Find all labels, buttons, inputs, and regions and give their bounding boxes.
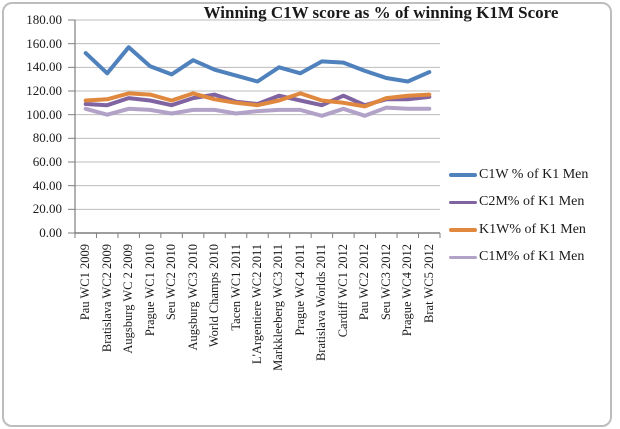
x-axis-label: Pau WC1 2009 — [78, 244, 93, 321]
y-axis-label: 80.00 — [32, 130, 62, 146]
x-axis-label: L'Argentiere WC2 2011 — [250, 244, 264, 365]
legend-swatch-c1w — [449, 173, 477, 177]
series-line-c1w — [83, 45, 432, 84]
series-line-c1m — [83, 105, 432, 118]
x-axis-label: Bratislava Worlds 2011 — [314, 244, 329, 362]
legend-item-k1w: K1W% of K1 Men — [449, 216, 588, 244]
x-axis-label: Pau WC2 2012 — [357, 244, 372, 321]
legend-item-c2m: C2M% of K1 Men — [449, 189, 588, 217]
x-axis-label: Prague WC4 2011 — [292, 244, 307, 336]
chart-title: Winning C1W score as % of winning K1M Sc… — [203, 3, 559, 22]
x-axis-label: Augsburg WC 2 2009 — [121, 244, 136, 354]
legend: C1W % of K1 Men C2M% of K1 Men K1W% of K1 … — [449, 161, 588, 271]
x-axis-label: Tacen WC1 2011 — [228, 244, 243, 331]
x-axis-label: Markkleeberg WC3 2011 — [271, 244, 286, 371]
legend-label-c1m: C1M% of K1 Men — [479, 249, 585, 265]
y-axis-label: 180.00 — [26, 12, 62, 27]
y-axis-label: 140.00 — [26, 59, 62, 75]
y-axis-label: 100.00 — [26, 106, 62, 122]
x-axis-label: Seu WC2 2010 — [164, 244, 179, 321]
legend-swatch-c1m — [449, 255, 477, 259]
y-axis-label: 120.00 — [26, 83, 62, 98]
y-axis-label: 40.00 — [32, 177, 62, 193]
series-line-k1w — [83, 91, 432, 109]
x-axis-label: Brat WC5 2012 — [421, 244, 436, 323]
y-axis-label: 0.00 — [39, 225, 62, 240]
x-axis-label: Cardiff WC1 2012 — [335, 244, 350, 338]
x-axis-label: Augsburg WC3 2010 — [185, 244, 200, 351]
y-axis-label: 20.00 — [32, 201, 62, 217]
legend-swatch-k1w — [449, 228, 477, 232]
y-axis-label: 160.00 — [26, 35, 62, 51]
x-axis-label: Prague WC1 2010 — [142, 244, 157, 337]
x-axis-label: Prague WC4 2012 — [400, 244, 415, 337]
legend-label-k1w: K1W% of K1 Men — [479, 221, 586, 237]
legend-item-c1m: C1M% of K1 Men — [449, 244, 588, 272]
legend-label-c2m: C2M% of K1 Men — [479, 194, 585, 210]
legend-label-c1w: C1W % of K1 Men — [479, 166, 589, 182]
x-axis-label: Seu WC3 2012 — [378, 244, 393, 321]
legend-item-c1w: C1W % of K1 Men — [449, 161, 588, 189]
chart-frame — [2, 2, 612, 427]
x-axis-label: Bratislava WC2 2009 — [99, 244, 114, 353]
legend-swatch-c2m — [449, 200, 477, 204]
x-axis-label: World Champs 2010 — [207, 244, 222, 348]
y-axis-label: 60.00 — [32, 154, 62, 169]
